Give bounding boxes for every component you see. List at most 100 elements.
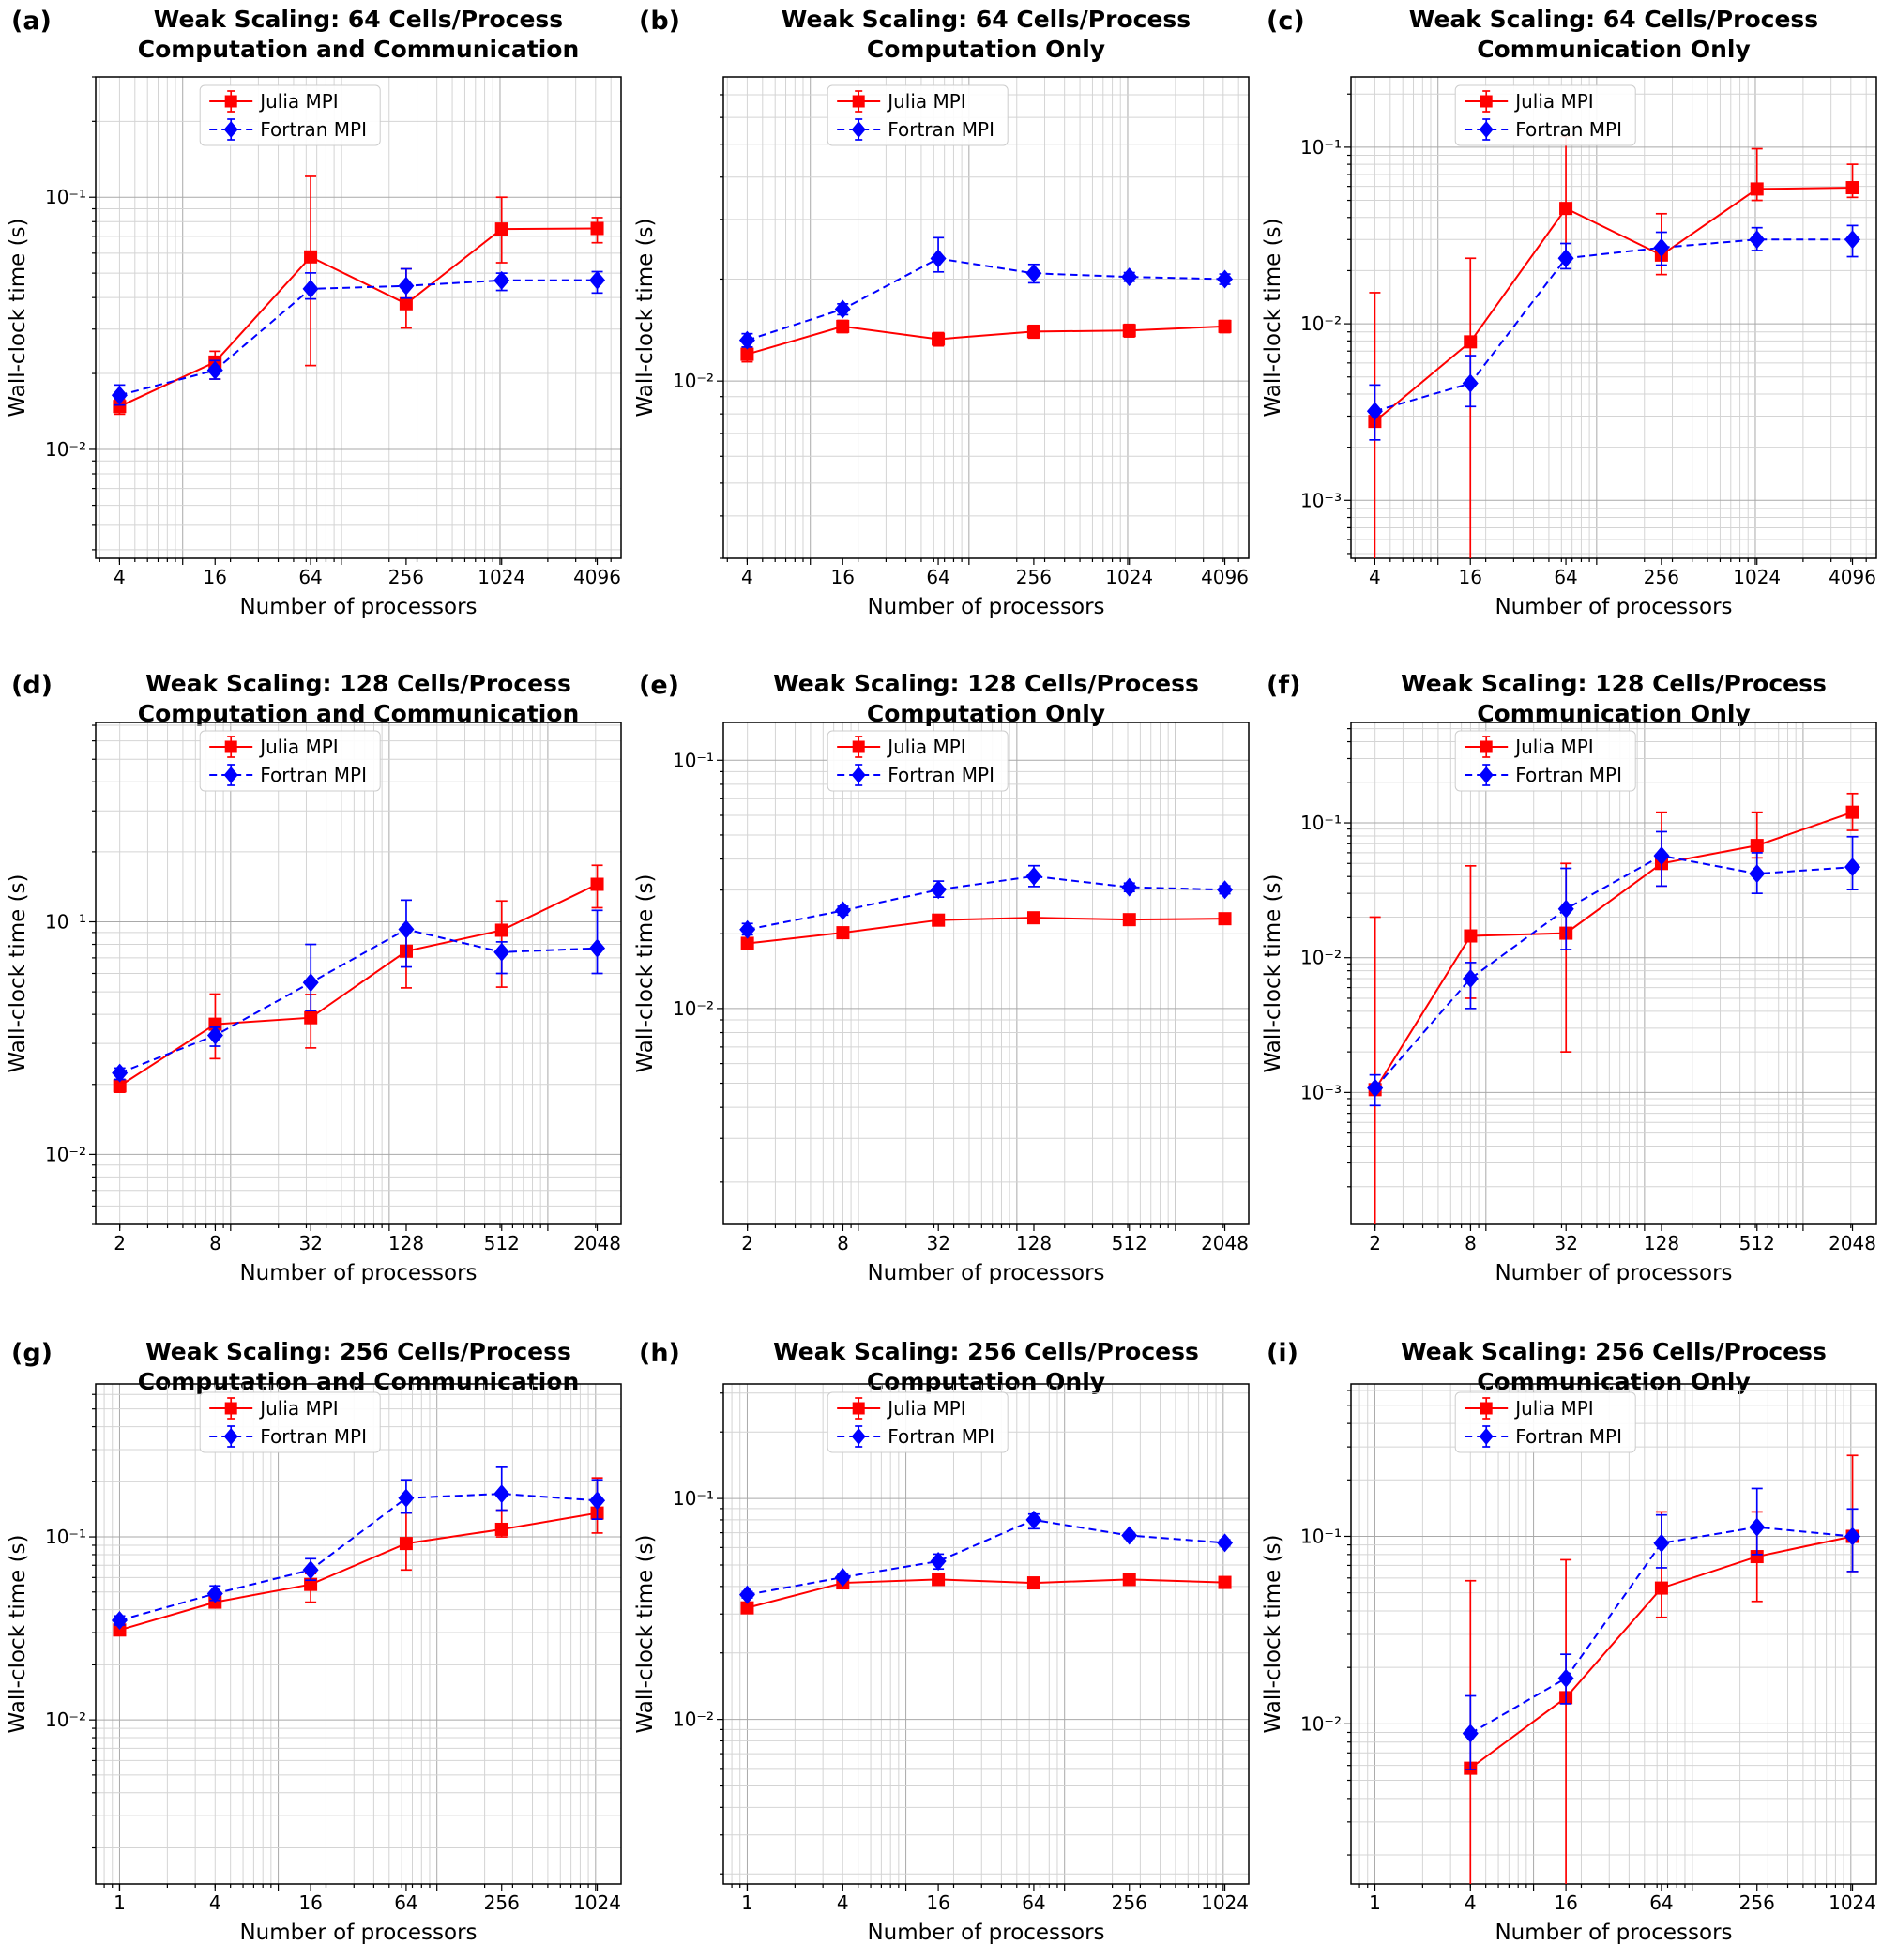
legend-marker [851,1428,866,1445]
data-point-marker [834,901,851,920]
data-point-marker [304,250,318,264]
legend-label: Julia MPI [1513,1397,1594,1420]
x-tick-label: 4096 [1201,566,1249,588]
data-point-marker [1462,1724,1479,1743]
data-point-marker [1750,182,1764,196]
axes-frame [722,1383,1250,1885]
x-tick-label: 32 [298,1232,322,1254]
x-tick-label: 16 [204,566,227,588]
x-tick-label: 64 [1554,566,1577,588]
panel-title-line1: Weak Scaling: 256 Cells/Process [773,1338,1199,1365]
grid [723,1384,1249,1884]
data-point-marker [740,347,754,361]
panel-title-line1: Weak Scaling: 64 Cells/Process [1408,6,1819,33]
y-tick-label: 10⁻² [1300,1712,1342,1735]
data-point-marker [1122,913,1136,927]
x-tick-label: 2 [741,1232,753,1254]
data-point-marker [1845,805,1859,819]
chart-i: 1 4 16 64 256 1024 10⁻¹ 10⁻² Number of processor… [1261,1383,1877,1945]
panel-title-line1: Weak Scaling: 64 Cells/Process [781,6,1191,33]
data-point-marker [494,222,508,236]
axis-ticks [1344,93,1867,565]
error-bars [114,175,603,416]
data-point-marker [1367,1078,1384,1098]
axis-ticks [717,94,1239,565]
data-line [119,883,598,1087]
panel-title-line1: Weak Scaling: 256 Cells/Process [1401,1338,1827,1365]
series-julia-mpi [113,864,604,1094]
panel-title-line1: Weak Scaling: 256 Cells/Process [145,1338,571,1365]
legend-label: Fortran MPI [260,764,367,786]
data-point-marker [738,1585,755,1604]
error-bars [114,267,603,406]
x-tick-label: 128 [1016,1232,1052,1254]
x-tick-label: 32 [1554,1232,1577,1254]
error-bars [1369,224,1859,441]
x-tick-label: 64 [1649,1892,1673,1914]
x-tick-label: 128 [388,1232,424,1254]
x-axis-label: Number of processors [239,1921,477,1945]
data-point-marker [1749,864,1766,884]
y-tick-label: 10⁻¹ [673,1487,714,1510]
chart-g: 1 4 16 64 256 1024 10⁻¹ 10⁻² Number of processor… [6,1383,622,1945]
data-point-marker [493,270,510,290]
legend-label: Julia MPI [1513,90,1594,113]
panel-title-line2: Communication Only [1477,36,1751,63]
data-point-marker [1462,968,1479,988]
panel-letter: (b) [639,7,681,36]
data-point-marker [932,1573,946,1587]
legend-label: Julia MPI [886,736,966,758]
data-point-marker [1464,335,1478,349]
axis-ticks [1344,1390,1854,1891]
error-bars [1369,830,1859,1107]
data-line [1374,187,1853,422]
error-bars [741,236,1231,348]
y-tick-label: 10⁻² [45,1709,86,1731]
data-point-marker [738,330,755,350]
y-tick-label: 10⁻² [1300,312,1342,335]
data-point-marker [398,276,415,296]
x-tick-label: 4096 [1829,566,1876,588]
data-point-marker [1653,237,1670,257]
legend-marker [851,121,866,138]
x-tick-label: 8 [1465,1232,1477,1254]
series-fortran-mpi [111,267,606,406]
grid [1351,77,1876,558]
panel-title: Weak Scaling: 64 Cells/Process Computati… [721,5,1251,65]
data-point-marker [589,1491,606,1511]
series-julia-mpi [740,911,1232,950]
data-point-marker [1559,202,1573,216]
data-point-marker [206,1026,223,1045]
series-julia-mpi [1368,135,1859,558]
panel-title: Weak Scaling: 64 Cells/Process Computati… [94,5,623,65]
data-line [119,928,598,1074]
y-tick-label: 10⁻² [1300,947,1342,969]
axis-ticks [717,759,1226,1231]
data-point-marker [834,1568,851,1588]
legend: Julia MPI Fortran MPI [827,730,1009,792]
panel-f: (f) Weak Scaling: 128 Cells/Process Comm… [1255,647,1882,1304]
legend-marker [852,740,865,753]
legend-label: Julia MPI [886,90,966,113]
y-tick-label: 10⁻² [673,1709,714,1731]
series-fortran-mpi [738,1510,1234,1604]
data-point-marker [1121,1526,1138,1545]
data-point-marker [113,1623,127,1637]
legend-marker [852,1402,865,1415]
data-point-marker [111,386,128,405]
legend-marker [1479,121,1494,138]
legend: Julia MPI Fortran MPI [827,1391,1009,1453]
data-line [747,325,1225,356]
data-point-marker [740,1601,754,1615]
data-point-marker [493,1484,510,1504]
axis-ticks [717,1392,1226,1891]
axis-ticks [89,1393,599,1891]
panel-letter: (g) [11,1339,53,1368]
x-axis-label: Number of processors [239,1261,477,1285]
panel-letter: (c) [1267,7,1305,36]
legend: Julia MPI Fortran MPI [199,730,381,792]
data-point-marker [494,923,508,937]
data-point-marker [302,279,319,298]
legend-marker [224,95,237,108]
